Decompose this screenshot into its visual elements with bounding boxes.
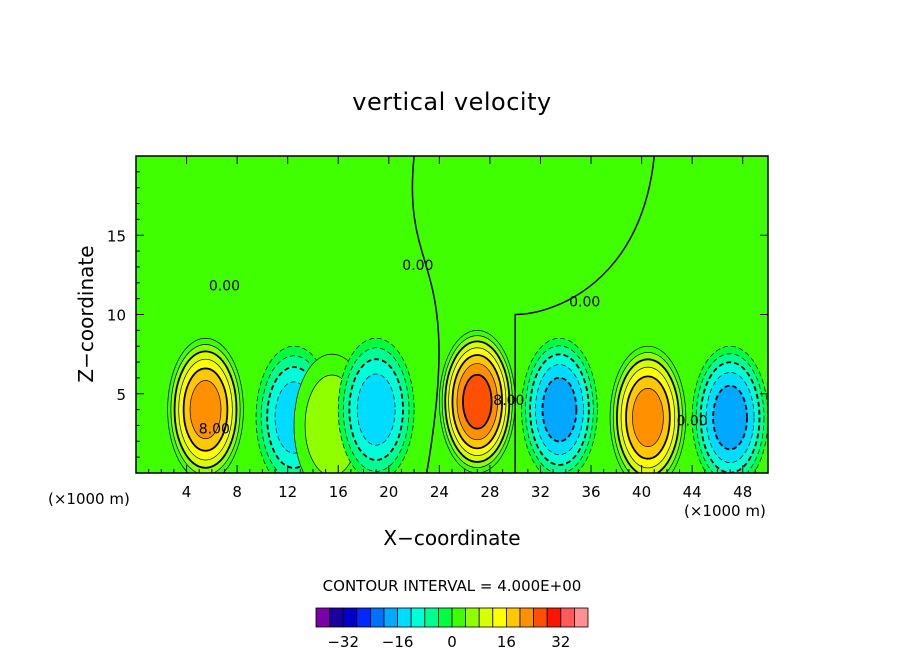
colorbar-swatch-14 [505, 607, 521, 628]
x-axis-unit-left: (×1000 m) [48, 490, 130, 508]
colorbar-label-3: 16 [497, 633, 516, 651]
contour-label-5: 8.00 [493, 393, 524, 409]
colorbar-swatch-0 [315, 607, 331, 628]
y-tick-label-5: 5 [116, 386, 126, 404]
x-tick-label-28: 28 [480, 483, 499, 501]
contour-region-4-6 [462, 373, 493, 430]
x-tick-label-20: 20 [379, 483, 398, 501]
colorbar-swatch-15 [519, 607, 535, 628]
contour-label-1: 0.00 [402, 258, 433, 274]
colorbar-swatch-12 [478, 607, 494, 628]
contour-region-5-4 [541, 376, 578, 443]
x-tick-label-36: 36 [581, 483, 600, 501]
x-tick-label-12: 12 [278, 483, 297, 501]
colorbar-swatch-13 [492, 607, 507, 628]
colorbar-swatch-19 [574, 607, 589, 628]
contour-label-0: 0.00 [209, 279, 240, 295]
x-tick-label-4: 4 [182, 483, 192, 501]
x-tick-label-8: 8 [232, 483, 242, 501]
chart-title: vertical velocity [352, 88, 552, 116]
y-axis-label: Z−coordinate [74, 245, 98, 383]
colorbar-label-2: 0 [447, 633, 457, 651]
contour-interval-text: CONTOUR INTERVAL = 4.000E+00 [322, 577, 582, 595]
colorbar-swatch-10 [451, 607, 467, 628]
colorbar-swatch-18 [560, 607, 575, 628]
colorbar-swatch-11 [465, 607, 480, 628]
y-tick-label-10: 10 [107, 307, 126, 325]
colorbar-swatch-9 [437, 607, 453, 628]
colorbar-label-4: 32 [551, 633, 570, 651]
colorbar-swatch-3 [356, 607, 371, 628]
contour-label-2: 0.00 [569, 295, 600, 311]
colorbar-label-1: −16 [382, 633, 414, 651]
colorbar-swatch-17 [546, 607, 562, 628]
colorbar-swatch-2 [342, 607, 358, 628]
contour-labels: 0.00 0.00 0.00 0.00 8.00 8.00 [199, 258, 708, 437]
y-axis-ticks: 5 10 15 [107, 171, 768, 458]
x-axis-label: X−coordinate [383, 526, 521, 550]
colorbar-swatch-6 [397, 607, 412, 628]
x-tick-label-40: 40 [632, 483, 651, 501]
colorbar-swatch-1 [329, 607, 344, 628]
x-tick-label-16: 16 [329, 483, 348, 501]
x-tick-label-44: 44 [683, 483, 702, 501]
colorbar-swatch-16 [533, 607, 548, 628]
contour-lines [167, 156, 768, 473]
x-tick-label-24: 24 [430, 483, 449, 501]
contour-region-3-3 [356, 373, 396, 446]
x-axis-unit-right: (×1000 m) [684, 502, 766, 520]
colorbar-swatch-4 [369, 607, 385, 628]
contour-region-6-5 [632, 388, 664, 447]
contour-region-7-4 [712, 384, 748, 451]
colorbar-swatch-7 [410, 607, 426, 628]
x-tick-label-48: 48 [733, 483, 752, 501]
contour-label-4: 8.00 [199, 421, 230, 437]
colorbar-swatch-8 [424, 607, 439, 628]
colorbar-label-0: −32 [327, 633, 359, 651]
x-axis-ticks: 4 8 12 16 20 24 28 32 36 40 44 48 [148, 156, 756, 501]
x-tick-label-32: 32 [531, 483, 550, 501]
zero-contour [411, 156, 655, 473]
colorbar-swatch-5 [383, 607, 399, 628]
contour-region-0-5 [189, 380, 222, 440]
y-tick-label-15: 15 [107, 227, 126, 245]
contour-label-3: 0.00 [677, 413, 708, 429]
colorbar: −32 −16 0 16 32 [315, 607, 589, 651]
